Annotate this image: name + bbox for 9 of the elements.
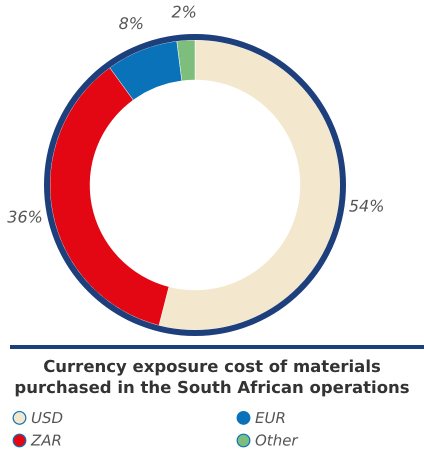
- legend-label: Other: [255, 432, 298, 450]
- data-label: 36%: [7, 207, 43, 226]
- data-label: 54%: [348, 196, 384, 216]
- legend-label: EUR: [255, 408, 286, 427]
- data-label: 2%: [171, 2, 197, 22]
- data-label: 8%: [118, 14, 144, 34]
- legend-label: ZAR: [30, 432, 62, 450]
- legend-label: USD: [31, 408, 64, 427]
- text: Currency exposure cost of materials purchased in the South African operations: [13, 356, 411, 398]
